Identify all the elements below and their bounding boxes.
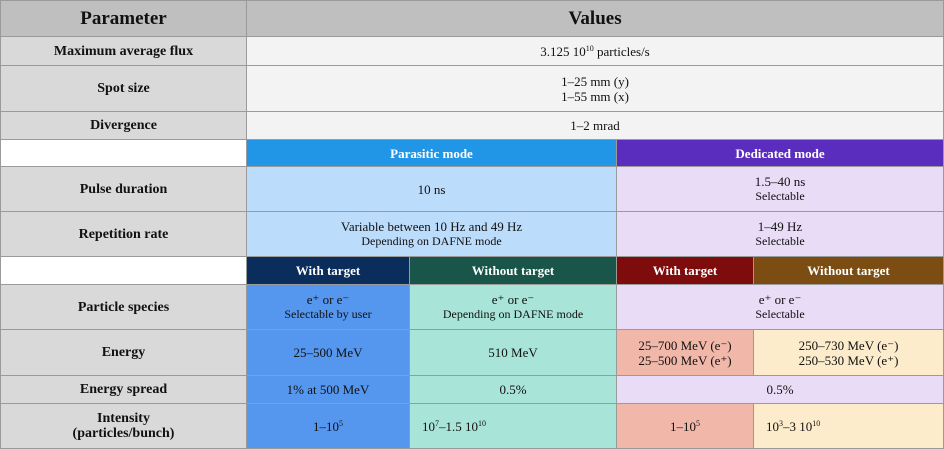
intensity-ded-without: 103–3 1010 [752,403,944,449]
header-parameter: Parameter [0,0,247,37]
par-without-target-header: Without target [409,256,617,285]
row-spread: Energy spread 1% at 500 MeV 0.5% 0.5% [0,375,944,404]
reprate-dedicated: 1–49 Hz Selectable [615,211,944,257]
species-label: Particle species [0,284,247,330]
energy-par-with: 25–500 MeV [246,329,410,376]
row-intensity: Intensity (particles/bunch) 1–105 107–1.5… [0,403,944,449]
row-energy: Energy 25–500 MeV 510 MeV 25–700 MeV (e⁻… [0,329,944,376]
intensity-par-without: 107–1.5 1010 [409,403,617,449]
parasitic-mode-header: Parasitic mode [246,139,617,167]
pulse-parasitic: 10 ns [246,166,617,212]
energy-ded-with: 25–700 MeV (e⁻) 25–500 MeV (e⁺) [616,329,754,376]
ded-with-target-header: With target [616,256,754,285]
intensity-par-with: 1–105 [246,403,410,449]
header-row: Parameter Values [0,0,944,37]
row-subheaders: With target Without target With target W… [0,256,944,285]
par-with-target-header: With target [246,256,410,285]
reprate-label: Repetition rate [0,211,247,257]
sub-blank [0,256,247,285]
species-par-without: e⁺ or e⁻ Depending on DAFNE mode [409,284,617,330]
row-species: Particle species e⁺ or e⁻ Selectable by u… [0,284,944,330]
species-par-with: e⁺ or e⁻ Selectable by user [246,284,410,330]
divergence-value: 1–2 mrad [245,111,944,140]
ded-without-target-header: Without target [752,256,944,285]
flux-value: 3.125 1010 particles/s [245,36,944,66]
row-flux: Maximum average flux 3.125 1010 particle… [0,36,944,66]
header-values: Values [245,0,944,37]
intensity-label: Intensity (particles/bunch) [0,403,247,449]
row-spot-size: Spot size 1–25 mm (y) 1–55 mm (x) [0,65,944,112]
row-reprate: Repetition rate Variable between 10 Hz a… [0,211,944,257]
row-pulse: Pulse duration 10 ns 1.5–40 ns Selectable [0,166,944,212]
spread-par-with: 1% at 500 MeV [246,375,410,404]
energy-par-without: 510 MeV [409,329,617,376]
species-dedicated: e⁺ or e⁻ Selectable [615,284,944,330]
spot-value: 1–25 mm (y) 1–55 mm (x) [245,65,944,112]
dedicated-mode-header: Dedicated mode [615,139,944,167]
row-modes: Parasitic mode Dedicated mode [0,139,944,167]
pulse-dedicated: 1.5–40 ns Selectable [615,166,944,212]
spot-label: Spot size [0,65,247,112]
spread-par-without: 0.5% [409,375,617,404]
divergence-label: Divergence [0,111,247,140]
reprate-parasitic: Variable between 10 Hz and 49 Hz Dependin… [246,211,617,257]
flux-label: Maximum average flux [0,36,247,66]
energy-label: Energy [0,329,247,376]
intensity-ded-with: 1–105 [616,403,754,449]
spread-label: Energy spread [0,375,247,404]
spread-dedicated: 0.5% [615,375,944,404]
pulse-label: Pulse duration [0,166,247,212]
energy-ded-without: 250–730 MeV (e⁻) 250–530 MeV (e⁺) [752,329,944,376]
row-divergence: Divergence 1–2 mrad [0,111,944,140]
modes-blank [0,139,247,167]
